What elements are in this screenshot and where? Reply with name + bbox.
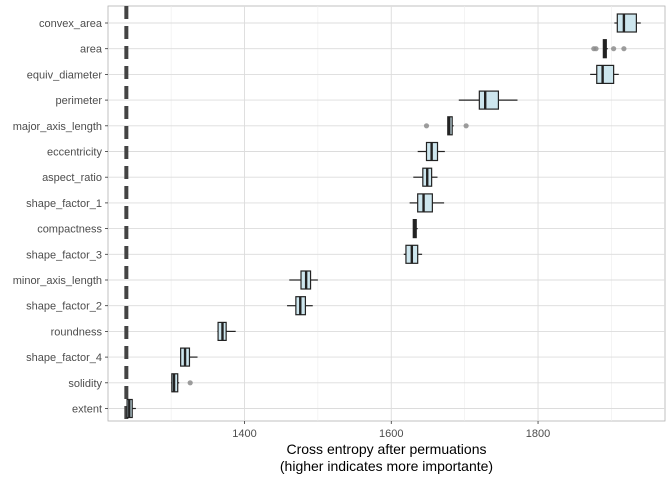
box-shape-factor-2 — [287, 296, 313, 316]
box-iqr — [417, 193, 433, 213]
boxes-group — [126, 13, 641, 419]
y-label-area: area — [80, 44, 103, 56]
x-axis-title: Cross entropy after permuations — [287, 441, 487, 457]
x-tick-label: 1600 — [379, 428, 403, 440]
y-label-roundness: roundness — [51, 326, 103, 338]
y-label-major-axis-length: major_axis_length — [13, 121, 102, 133]
x-tick-label: 1400 — [232, 428, 256, 440]
x-tick-label: 1800 — [526, 428, 550, 440]
y-label-shape-factor-2: shape_factor_2 — [26, 301, 102, 313]
box-iqr — [478, 90, 500, 110]
box-eccentricity — [417, 141, 445, 162]
y-label-solidity: solidity — [68, 378, 102, 390]
box-iqr — [616, 13, 637, 33]
y-label-minor-axis-length: minor_axis_length — [13, 275, 102, 287]
box-shape-factor-4 — [180, 347, 198, 367]
y-label-shape-factor-1: shape_factor_1 — [26, 198, 102, 210]
x-tick-labels: 1400 1600 1800 — [232, 421, 550, 440]
box-convex-area — [614, 13, 641, 33]
y-label-shape-factor-3: shape_factor_3 — [26, 249, 102, 261]
box-aspect-ratio — [413, 167, 438, 187]
box-shape-factor-3 — [403, 244, 423, 264]
y-label-extent: extent — [72, 404, 102, 416]
outlier-point — [611, 46, 617, 52]
outlier-point — [621, 46, 627, 52]
box-roundness — [217, 321, 236, 341]
outlier-point — [187, 380, 193, 386]
box-equiv-diameter — [590, 64, 619, 85]
x-axis-subtitle: (higher indicates more importante) — [280, 458, 493, 474]
plot-panel — [107, 5, 666, 422]
y-label-shape-factor-4: shape_factor_4 — [26, 352, 102, 364]
outlier-point — [423, 123, 430, 129]
box-minor-axis-length — [289, 270, 318, 290]
box-perimeter — [458, 90, 518, 110]
box-area — [591, 39, 627, 59]
y-label-convex-area: convex_area — [39, 18, 103, 30]
box-extent — [126, 398, 136, 419]
box-shape-factor-1 — [409, 193, 445, 213]
box-major-axis-length — [423, 116, 469, 136]
outlier-point — [593, 46, 599, 52]
y-label-equiv-diameter: equiv_diameter — [27, 69, 103, 81]
y-label-aspect-ratio: aspect_ratio — [42, 172, 102, 184]
box-compactness — [412, 219, 418, 239]
y-label-eccentricity: eccentricity — [47, 147, 103, 159]
y-label-perimeter: perimeter — [56, 95, 103, 107]
box-solidity — [171, 373, 193, 393]
y-label-compactness: compactness — [37, 224, 102, 236]
box-iqr — [596, 64, 615, 85]
grid-major — [108, 6, 665, 421]
outlier-point — [463, 123, 469, 129]
